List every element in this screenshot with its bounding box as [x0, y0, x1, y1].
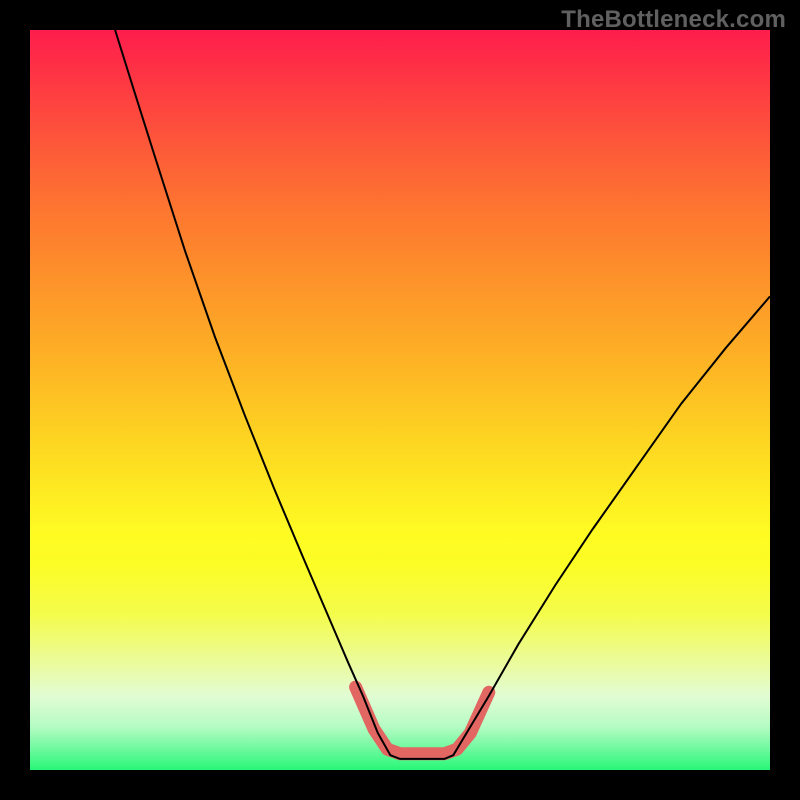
plot-area — [30, 30, 770, 770]
valley-highlight — [356, 687, 489, 754]
watermark-label: TheBottleneck.com — [561, 6, 786, 34]
bottleneck-curve — [115, 30, 770, 759]
chart-frame: TheBottleneck.com — [0, 0, 800, 800]
chart-svg — [30, 30, 770, 770]
